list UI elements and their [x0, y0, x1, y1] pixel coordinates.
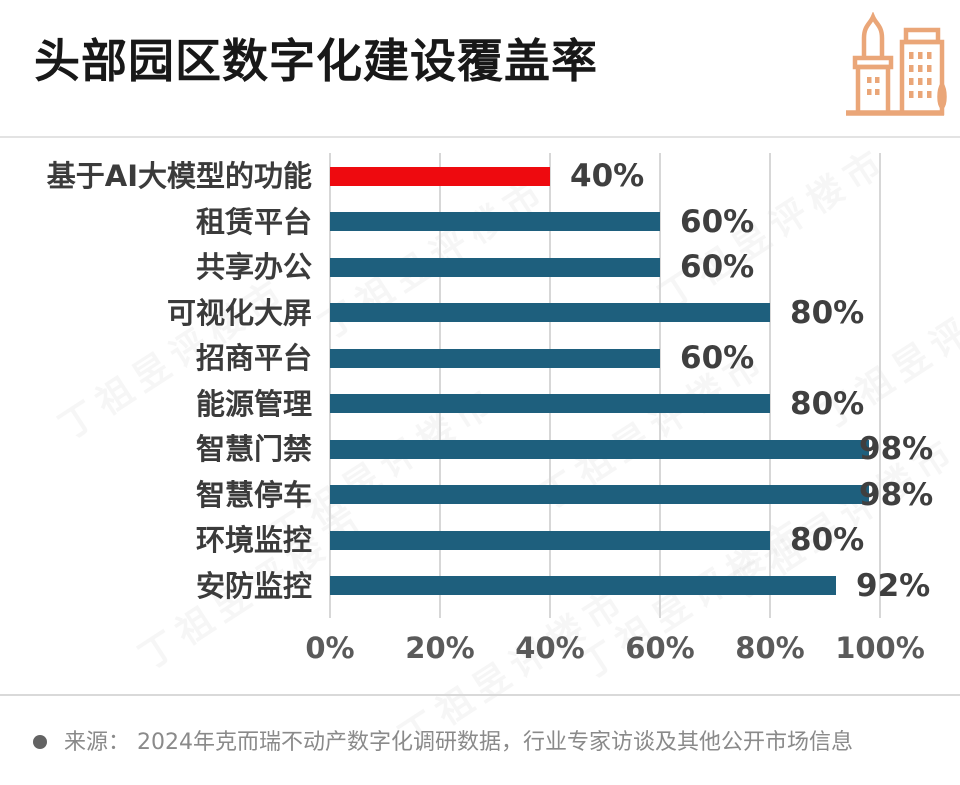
- value-label: 80%: [790, 522, 865, 558]
- category-label: 安防监控: [195, 568, 312, 603]
- gridline: [329, 153, 331, 618]
- bar: [330, 576, 836, 595]
- category-label: 租赁平台: [195, 204, 312, 239]
- source-text: 来源： 2024年克而瑞不动产数字化调研数据，行业专家访谈及其他公开市场信息: [64, 730, 853, 755]
- bar: [330, 303, 770, 322]
- bar: [330, 530, 770, 550]
- page-title: 头部园区数字化建设覆盖率: [34, 34, 598, 88]
- category-label: 环境监控: [195, 523, 312, 557]
- value-label: 92%: [856, 567, 931, 604]
- x-tick-label: 100%: [835, 631, 925, 665]
- bar: [330, 257, 660, 277]
- gridline: [659, 153, 661, 618]
- gridline: [439, 153, 441, 618]
- bar: [330, 485, 869, 504]
- x-tick-label: 0%: [305, 631, 355, 665]
- value-label: 40%: [570, 158, 645, 194]
- value-label: 60%: [680, 203, 755, 240]
- bar: [330, 212, 660, 231]
- header-divider: [0, 136, 960, 138]
- buildings-icon: [846, 12, 947, 116]
- category-label: 共享办公: [195, 250, 312, 284]
- value-label: 80%: [790, 294, 865, 331]
- category-label: 可视化大屏: [166, 295, 312, 330]
- x-tick-label: 40%: [515, 631, 585, 665]
- gridline: [549, 153, 551, 618]
- value-label: 60%: [680, 249, 755, 285]
- x-tick-label: 20%: [405, 631, 475, 665]
- category-label: 能源管理: [195, 386, 312, 421]
- footer-divider: [0, 694, 960, 696]
- bar: [330, 394, 770, 413]
- gridline: [769, 153, 771, 618]
- gridline: [879, 153, 881, 618]
- bullet-icon: [33, 735, 47, 749]
- x-axis: 0% 20% 40% 60% 80% 100%: [0, 626, 960, 670]
- category-label: 招商平台: [195, 341, 312, 375]
- category-label: 智慧门禁: [195, 432, 312, 466]
- x-tick-label: 60%: [625, 631, 695, 665]
- category-label: 基于AI大模型的功能: [46, 159, 312, 193]
- bar: [330, 348, 660, 368]
- value-label: 80%: [790, 385, 865, 422]
- value-label: 98%: [859, 431, 934, 467]
- bar-chart: 基于AI大模型的功能 40% 租赁平台 60% 共享办公 60% 可视化大屏 80% 招商平台 6…: [0, 153, 960, 618]
- bar: [330, 439, 869, 459]
- value-label: 98%: [859, 476, 934, 513]
- category-label: 智慧停车: [195, 477, 312, 512]
- x-tick-label: 80%: [735, 631, 805, 665]
- value-label: 60%: [680, 340, 755, 376]
- bar-highlight: [330, 166, 550, 186]
